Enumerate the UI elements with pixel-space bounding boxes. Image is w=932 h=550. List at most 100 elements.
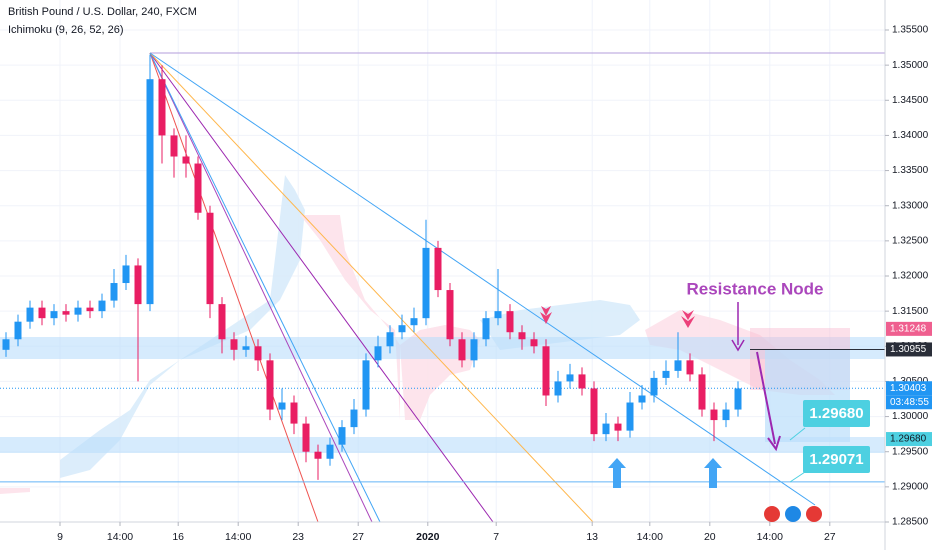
candle-body <box>614 423 622 431</box>
candle-body <box>326 444 334 459</box>
flag-icon <box>764 506 780 522</box>
x-tick-label: 14:00 <box>757 531 783 543</box>
candle-body <box>458 339 466 361</box>
down-arrow <box>540 306 552 324</box>
price-label-bg <box>886 381 932 396</box>
price-label-bg <box>886 321 932 336</box>
candle-body <box>374 346 382 361</box>
candle-body <box>86 307 94 312</box>
fan-line <box>149 52 494 523</box>
callout-pointer <box>789 471 806 483</box>
price-label: 1.29680 <box>890 434 927 445</box>
candle-body <box>530 339 538 347</box>
candle-body <box>254 346 262 361</box>
candle-body <box>242 346 250 350</box>
candle-body <box>626 402 634 431</box>
y-tick-label: 1.33500 <box>892 165 929 176</box>
arrow <box>756 351 776 445</box>
x-tick-label: 7 <box>493 531 499 543</box>
x-tick-label: 27 <box>352 531 364 543</box>
y-tick-label: 1.29000 <box>892 481 929 492</box>
projection-box <box>765 350 850 442</box>
candle-body <box>650 377 658 396</box>
candle-body <box>26 307 34 322</box>
x-tick-label: 20 <box>704 531 716 543</box>
countdown-bg <box>886 395 932 410</box>
chart-title: British Pound / U.S. Dollar, 240, FXCM <box>8 6 197 18</box>
candle-body <box>674 360 682 371</box>
y-tick-label: 1.29500 <box>892 446 929 457</box>
candle-body <box>470 339 478 361</box>
x-tick-label: 14:00 <box>637 531 663 543</box>
fan-line <box>149 52 816 506</box>
x-tick-label: 14:00 <box>225 531 251 543</box>
candle-body <box>62 311 70 315</box>
candle-body <box>566 374 574 382</box>
candle-body <box>350 409 358 428</box>
up-arrow <box>608 458 626 488</box>
up-arrow <box>704 458 722 488</box>
candle-body <box>182 156 190 164</box>
candle-body <box>590 388 598 435</box>
x-tick-label: 2020 <box>416 531 440 543</box>
candle-body <box>506 311 514 333</box>
y-tick-label: 1.31500 <box>892 306 929 317</box>
candle-body <box>98 300 106 312</box>
price-label: 1.31248 <box>890 323 927 334</box>
candle-body <box>518 332 526 340</box>
candle-body <box>170 135 178 157</box>
candle-body <box>314 451 322 459</box>
x-tick-label: 23 <box>292 531 304 543</box>
callout-label: 1.29071 <box>809 451 863 468</box>
candle-body <box>554 381 562 396</box>
candle-body <box>110 283 118 301</box>
arrows <box>540 302 806 488</box>
candle-body <box>398 325 406 333</box>
candle-body <box>14 321 22 340</box>
candle-body <box>50 311 58 319</box>
y-tick-label: 1.32000 <box>892 271 929 282</box>
y-tick-label: 1.33000 <box>892 200 929 211</box>
candle-body <box>686 360 694 375</box>
candle-body <box>734 388 742 410</box>
fan-line <box>149 52 373 523</box>
callout-pointer <box>789 427 806 441</box>
y-tick-label: 1.35000 <box>892 60 929 71</box>
candle-body <box>134 265 142 305</box>
support-zone <box>0 437 885 453</box>
y-tick-label: 1.28500 <box>892 517 929 528</box>
candle-body <box>602 423 610 435</box>
y-tick-label: 1.34000 <box>892 130 929 141</box>
candle-body <box>2 339 10 350</box>
candle-body <box>662 370 670 378</box>
candle-body <box>494 311 502 319</box>
y-tick-label: 1.32500 <box>892 235 929 246</box>
cloud-bear <box>0 488 30 494</box>
fan-line <box>149 52 319 523</box>
price-label-bg <box>886 342 932 357</box>
flag-icon <box>806 506 822 522</box>
candle-body <box>290 402 298 424</box>
y-tick-label: 1.34500 <box>892 95 929 106</box>
candle-body <box>698 374 706 410</box>
x-tick-label: 13 <box>586 531 598 543</box>
candle-body <box>266 360 274 410</box>
candle-body <box>146 79 154 305</box>
y-tick-label: 1.30000 <box>892 411 929 422</box>
labels: 1.35500 1.35000 1.34500 1.34000 1.33500 1.330… <box>57 25 932 543</box>
callout-box <box>803 446 870 473</box>
arrow-head <box>731 339 745 352</box>
x-tick-label: 9 <box>57 531 63 543</box>
price-label: 1.30403 <box>890 383 927 394</box>
fan-line <box>149 52 594 523</box>
candle-body <box>422 247 430 319</box>
candle-body <box>122 265 130 284</box>
candle-body <box>638 395 646 403</box>
down-arrow <box>681 310 695 328</box>
candle-body <box>194 163 202 213</box>
candle-body <box>410 318 418 326</box>
candle-body <box>38 307 46 319</box>
event-icons <box>764 506 822 522</box>
